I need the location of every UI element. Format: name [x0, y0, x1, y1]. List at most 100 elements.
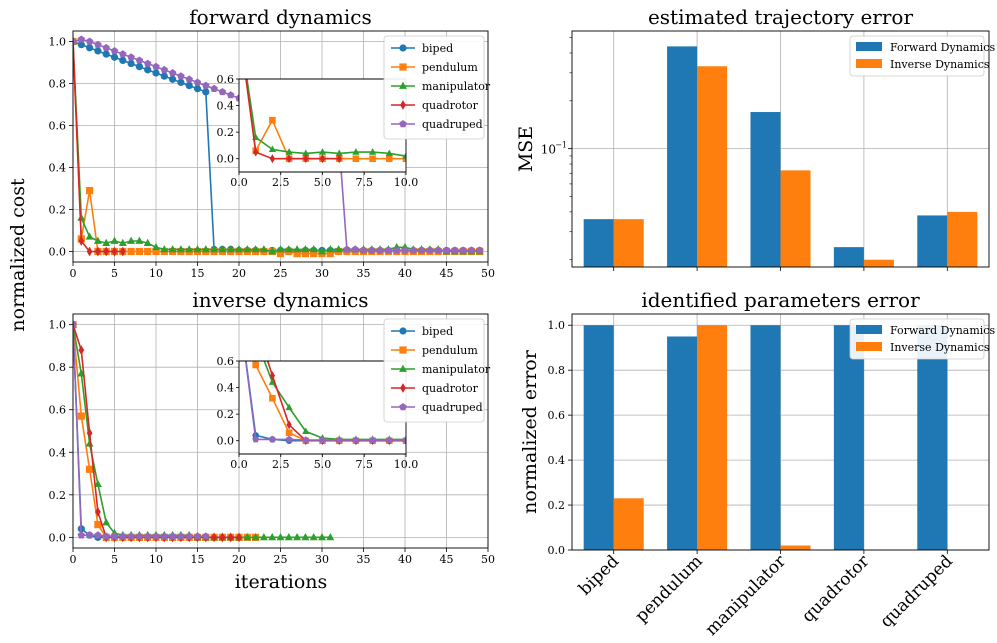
legend-marker-pendulum: [399, 346, 407, 354]
inset-point-biped: [286, 29, 293, 36]
inset-point-quadrotor: [269, 154, 276, 164]
bar-forward-pendulum: [667, 46, 698, 267]
inset-point-manipulator: [335, 149, 343, 157]
y-tick-label: 0.4: [49, 162, 67, 175]
chart-title: forward dynamics: [189, 5, 372, 29]
point-quadruped: [85, 531, 94, 539]
legend-label-quadruped: quadruped: [422, 118, 483, 131]
category-label: biped: [575, 551, 623, 599]
y-tick-label: 0.4: [548, 454, 566, 467]
y-tick-label-exp: −1: [555, 141, 567, 150]
inset-point-quadruped: [319, 28, 326, 35]
inset-point-quadruped: [352, 436, 360, 443]
legend-label-quadrotor: quadrotor: [422, 99, 479, 112]
point-manipulator: [259, 245, 268, 253]
inset-point-manipulator: [285, 148, 293, 155]
inset-point-pendulum: [386, 155, 393, 163]
x-tick-label: 45: [440, 267, 454, 280]
point-biped: [152, 69, 160, 77]
point-quadrotor: [119, 246, 126, 257]
y-tick-label: 0.8: [49, 361, 67, 374]
bar-inverse-pendulum: [697, 66, 728, 267]
inset-y-tick-label: 0.6: [217, 73, 235, 86]
inset-point-manipulator: [352, 148, 360, 155]
point-quadruped: [73, 37, 77, 45]
bar-forward-quadruped: [917, 325, 948, 550]
bar-forward-biped: [583, 325, 614, 550]
x-tick-label: 15: [191, 267, 205, 280]
inset-point-pendulum: [269, 116, 276, 124]
bar-forward-manipulator: [750, 325, 781, 550]
y-tick-label: 0.2: [49, 204, 67, 217]
inset-point-manipulator: [368, 148, 377, 155]
bar-forward-biped: [583, 219, 614, 267]
inset-x-tick-label: 2.5: [272, 176, 290, 189]
point-biped: [177, 78, 185, 87]
point-manipulator: [309, 245, 318, 253]
point-quadruped: [168, 69, 177, 77]
inset-point-quadrotor: [253, 319, 258, 328]
inset-x-tick-label: 7.5: [356, 176, 374, 189]
point-pendulum: [152, 247, 160, 256]
point-manipulator: [318, 533, 326, 541]
point-quadruped: [185, 75, 193, 83]
point-quadruped: [119, 532, 127, 540]
bar-inverse-pendulum: [697, 325, 728, 550]
point-quadruped: [135, 56, 144, 64]
point-quadruped: [160, 532, 169, 540]
legend-label-manipulator: manipulator: [422, 363, 491, 376]
series-line-quadruped: [73, 324, 206, 538]
inset-point-pendulum: [285, 429, 293, 437]
inset-point-quadruped: [369, 436, 377, 443]
x-tick-label: 15: [191, 553, 205, 566]
point-manipulator: [102, 238, 111, 246]
x-tick-label: 0: [70, 553, 77, 566]
point-manipulator: [251, 533, 260, 541]
category-label: quadrotor: [798, 551, 874, 627]
point-manipulator: [293, 245, 302, 253]
point-quadruped: [160, 65, 169, 74]
legend-label-manipulator: manipulator: [422, 80, 491, 93]
inset-point-pendulum: [252, 361, 259, 369]
point-pendulum: [301, 250, 309, 258]
point-quadruped: [177, 532, 185, 540]
point-quadruped: [451, 246, 459, 254]
x-tick-label: 0: [70, 267, 77, 280]
x-tick-label: 5: [111, 553, 118, 566]
legend-box: [849, 35, 985, 77]
legend-label: Inverse Dynamics: [890, 341, 990, 354]
point-manipulator: [334, 245, 343, 253]
legend-label-biped: biped: [422, 325, 453, 338]
bar-inverse-quadrotor: [863, 259, 894, 267]
point-pendulum: [144, 247, 152, 256]
point-manipulator: [135, 236, 144, 244]
y-tick-label: 0.0: [49, 246, 67, 259]
point-quadrotor: [78, 236, 85, 246]
plot-area: [73, 35, 484, 258]
chart-title: identified parameters error: [641, 288, 920, 312]
point-quadruped: [94, 531, 102, 539]
point-pendulum: [86, 187, 94, 195]
point-manipulator: [301, 245, 310, 253]
point-manipulator: [326, 533, 335, 541]
point-manipulator: [168, 245, 177, 253]
point-manipulator: [268, 533, 277, 541]
point-quadruped: [359, 246, 368, 254]
bar-inverse-quadruped: [947, 211, 978, 267]
legend-marker-quadruped: [399, 403, 407, 411]
y-axis-label: normalized error: [519, 349, 541, 514]
x-tick-label: 35: [357, 267, 371, 280]
legend-box: [383, 35, 485, 140]
point-manipulator: [152, 242, 160, 251]
inset-point-manipulator: [318, 148, 327, 155]
series-line-quadrotor: [73, 41, 123, 253]
y-tick-label: 0.6: [548, 409, 566, 422]
point-quadrotor: [211, 532, 217, 543]
inset-point-manipulator: [285, 403, 293, 411]
legend-marker-quadruped: [399, 120, 407, 128]
x-tick-label: 50: [481, 267, 495, 280]
inset-point-quadruped: [402, 436, 406, 443]
x-tick-label: 20: [232, 553, 246, 566]
y-tick-label: 0.6: [49, 404, 67, 417]
